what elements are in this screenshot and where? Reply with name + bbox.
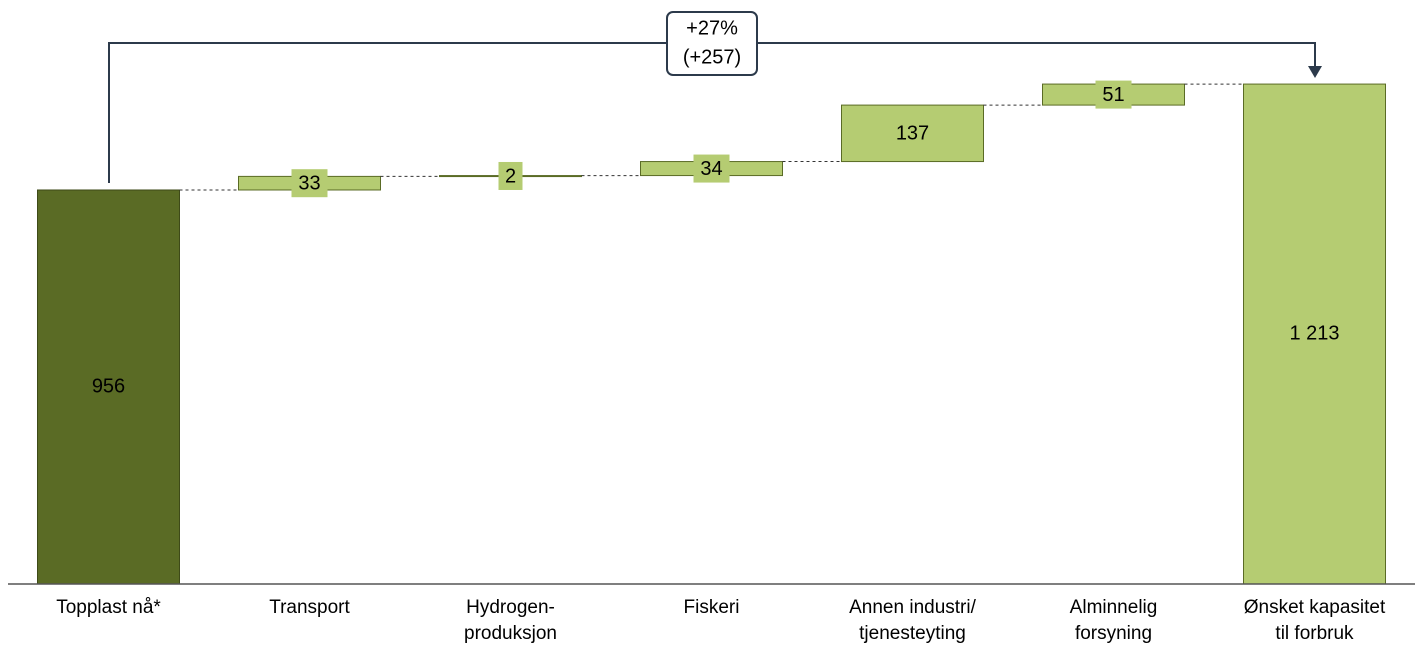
value-label: 956 <box>92 375 125 397</box>
annotation: (+257) <box>683 46 741 68</box>
label-bg <box>291 169 328 198</box>
x-tick-label: Hydrogen- <box>466 597 555 618</box>
x-tick-label: Alminnelig <box>1070 597 1158 618</box>
bar <box>37 189 180 585</box>
x-tick-label: Fiskeri <box>684 597 740 618</box>
annotation-box <box>666 11 758 76</box>
label-bg <box>693 154 730 183</box>
x-tick-label: Annen industri/ <box>849 597 976 618</box>
value-label: 51 <box>1102 84 1124 106</box>
x-tick-label: Transport <box>269 597 350 618</box>
annotation: +27% <box>686 17 738 39</box>
bar <box>1243 83 1386 585</box>
label-bg <box>498 161 523 190</box>
x-tick-label: tjenesteyting <box>859 623 966 644</box>
label-bg <box>1095 80 1132 109</box>
value-label: 34 <box>700 158 722 180</box>
value-label: 1 213 <box>1289 322 1339 344</box>
bar <box>841 104 984 163</box>
arrow-head <box>1308 66 1322 78</box>
x-tick-label: til forbruk <box>1275 623 1354 644</box>
value-label: 137 <box>896 123 929 145</box>
value-label: 2 <box>505 165 516 187</box>
x-tick-label: produksjon <box>464 623 557 644</box>
value-label: 33 <box>298 172 320 194</box>
x-tick-label: Ønsket kapasitet <box>1244 597 1386 618</box>
x-tick-label: Topplast nå* <box>56 597 161 618</box>
x-tick-label: forsyning <box>1075 623 1152 644</box>
